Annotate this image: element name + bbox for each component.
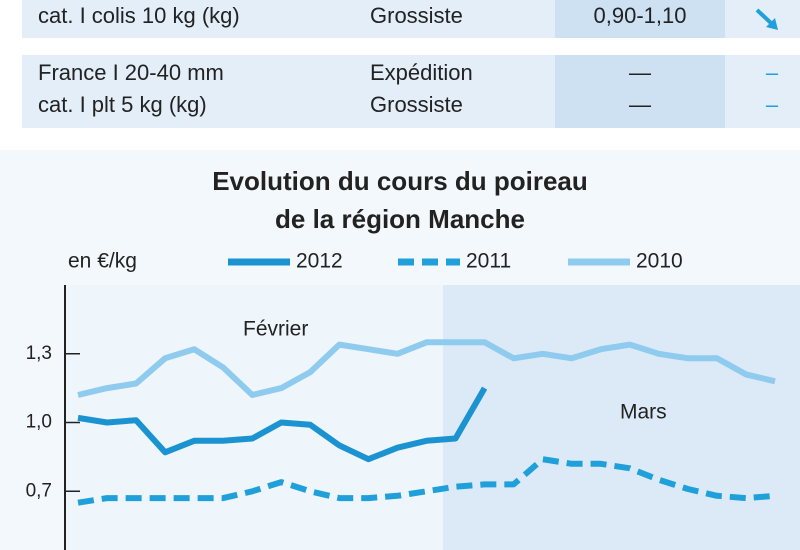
y-tick-label: 0,7 bbox=[26, 480, 52, 501]
chart-title: Evolution du cours du poireau bbox=[212, 166, 588, 196]
price: — bbox=[629, 60, 651, 85]
product: cat. I plt 5 kg (kg) bbox=[38, 92, 207, 117]
legend-label: 2011 bbox=[466, 250, 511, 273]
series-line bbox=[77, 339, 776, 398]
legend-label: 2012 bbox=[296, 250, 343, 273]
chart-title: de la région Manche bbox=[275, 204, 525, 234]
price-cell bbox=[555, 55, 725, 128]
trend: – bbox=[766, 92, 779, 117]
price-cell bbox=[555, 0, 725, 38]
y-tick-label: 1,3 bbox=[26, 343, 52, 364]
product: France I 20-40 mm bbox=[38, 60, 224, 85]
y-tick-label: 1,0 bbox=[26, 412, 52, 433]
trend-arrow bbox=[755, 8, 778, 30]
market: Grossiste bbox=[370, 92, 463, 117]
y-axis-label: en €/kg bbox=[68, 250, 137, 273]
plot-area-march bbox=[443, 285, 800, 550]
price: 0,90-1,10 bbox=[594, 3, 687, 28]
product: cat. I colis 10 kg (kg) bbox=[38, 3, 240, 28]
legend-label: 2010 bbox=[636, 250, 683, 273]
market: Grossiste bbox=[370, 3, 463, 28]
price: — bbox=[629, 92, 651, 117]
series-line bbox=[77, 386, 488, 463]
annotation: Mars bbox=[620, 401, 667, 424]
trend: – bbox=[766, 60, 779, 85]
market: Expédition bbox=[370, 60, 473, 85]
plot-area bbox=[65, 285, 443, 550]
annotation: Février bbox=[243, 318, 308, 341]
